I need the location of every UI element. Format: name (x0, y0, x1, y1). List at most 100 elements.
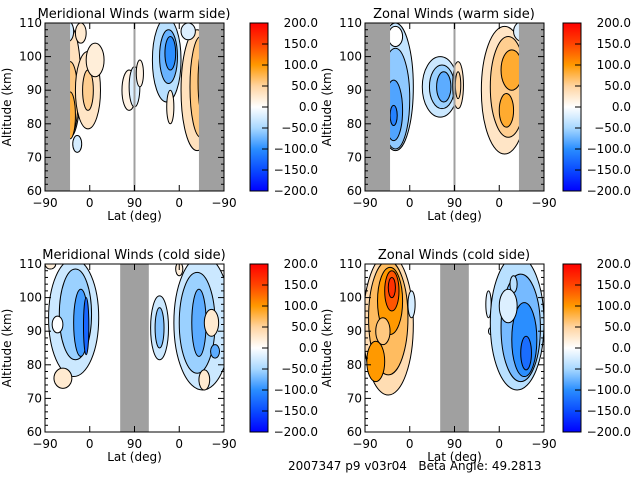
contour-region (203, 308, 220, 337)
x-axis-label: Lat (deg) (107, 209, 162, 223)
colorbar-tick-label: 100.0 (597, 299, 631, 313)
contour-region (154, 307, 165, 349)
contour-region (82, 297, 90, 356)
plot-area (365, 23, 544, 191)
x-tick-label: −90 (32, 196, 57, 210)
colorbar-tick-label: −150.0 (274, 163, 318, 177)
colorbar-tick-label: 150.0 (597, 278, 631, 292)
y-tick-label: 70 (27, 391, 42, 405)
x-tick-label: 0 (406, 437, 414, 451)
contour-region (164, 35, 177, 71)
panel-title: Zonal Winds (cold side) (378, 248, 530, 263)
contour-region (436, 71, 452, 103)
colorbar-tick-label: −150.0 (587, 163, 631, 177)
y-tick-label: 100 (339, 50, 362, 64)
x-axis-label: Lat (deg) (427, 450, 482, 464)
colorbar-tick-label: −200.0 (274, 184, 318, 198)
x-tick-label: 0 (86, 196, 94, 210)
colorbar-tick-label: 200.0 (284, 16, 318, 30)
colorbar-tick-label: 200.0 (284, 257, 318, 271)
colorbar-tick-label: 50.0 (291, 320, 318, 334)
contour-region (366, 340, 386, 383)
x-tick-label: −90 (211, 196, 236, 210)
contour-region (166, 89, 175, 125)
y-axis-label: Altitude (km) (320, 68, 334, 147)
panel-meridional-warm: Meridional Winds (warm side) 60 70 80 90 100… (0, 7, 318, 223)
colorbar-tick-label: 0.0 (299, 341, 318, 355)
y-tick-label: 60 (27, 184, 42, 198)
plot-area (365, 264, 544, 432)
x-tick-label: 0 (175, 437, 183, 451)
y-tick-label: 100 (339, 291, 362, 305)
plot-area (45, 264, 224, 432)
y-tick-label: 100 (19, 291, 42, 305)
colorbar-tick-label: −50.0 (281, 362, 318, 376)
panel-meridional-cold: Meridional Winds (cold side) 60 70 80 90 100… (0, 248, 318, 464)
contour-region (72, 135, 83, 153)
colorbar-tick-label: 50.0 (604, 320, 631, 334)
no-data-band (120, 264, 149, 432)
contour-region (210, 344, 221, 359)
colorbar-tick-label: 200.0 (597, 16, 631, 30)
y-tick-label: 80 (27, 117, 42, 131)
y-axis-label: Altitude (km) (0, 309, 14, 388)
colorbar-tick-label: 100.0 (284, 299, 318, 313)
y-axis-label: Altitude (km) (0, 68, 14, 147)
y-tick-label: 70 (347, 150, 362, 164)
colorbar-tick-label: −100.0 (274, 383, 318, 397)
no-data-band (45, 23, 71, 191)
colorbar-tick-label: −150.0 (274, 404, 318, 418)
contour-region (498, 93, 515, 128)
contour-region (387, 276, 396, 299)
y-tick-label: 70 (27, 150, 42, 164)
contour-region (389, 104, 398, 126)
colorbar-tick-label: 100.0 (597, 58, 631, 72)
contour-region (180, 23, 196, 41)
y-tick-label: 100 (19, 50, 42, 64)
x-tick-label: 0 (175, 196, 183, 210)
y-tick-label: 60 (347, 425, 362, 439)
panel-title: Meridional Winds (cold side) (42, 248, 225, 263)
x-tick-label: 90 (447, 196, 462, 210)
x-axis-label: Lat (deg) (107, 450, 162, 464)
panel-zonal-cold: Zonal Winds (cold side) 60 70 80 90 100 110 −9… (320, 248, 631, 464)
y-tick-label: 110 (339, 16, 362, 30)
panel-zonal-warm: Zonal Winds (warm side) 60 70 80 90 100 110 −9… (320, 7, 631, 223)
colorbar-tick-label: −200.0 (587, 184, 631, 198)
y-tick-label: 80 (347, 358, 362, 372)
colorbar-tick-label: −200.0 (587, 425, 631, 439)
x-tick-label: −90 (352, 437, 377, 451)
y-tick-label: 110 (339, 257, 362, 271)
x-tick-label: −90 (211, 437, 236, 451)
contour-region (51, 315, 64, 334)
x-tick-label: 0 (495, 196, 503, 210)
plot-area (45, 23, 224, 191)
panel-title: Meridional Winds (warm side) (38, 7, 231, 22)
colorbar-tick-label: −200.0 (274, 425, 318, 439)
contour-region (45, 264, 57, 270)
colorbar-tick-label: −50.0 (594, 121, 631, 135)
x-tick-label: 0 (86, 437, 94, 451)
contour-region (375, 317, 391, 346)
x-tick-label: −90 (531, 196, 556, 210)
colorbar-tick-label: −100.0 (274, 142, 318, 156)
x-tick-label: 0 (406, 196, 414, 210)
contour-region (198, 369, 211, 391)
colorbar-tick-label: 150.0 (284, 278, 318, 292)
x-tick-label: −90 (531, 437, 556, 451)
y-tick-label: 80 (27, 358, 42, 372)
no-data-band (518, 23, 544, 191)
colorbar-tick-label: −100.0 (587, 142, 631, 156)
contour-region (387, 25, 404, 48)
no-data-band (365, 23, 391, 191)
contour-region (454, 71, 462, 100)
y-tick-label: 90 (347, 83, 362, 97)
y-tick-label: 90 (347, 324, 362, 338)
contour-region (407, 290, 416, 319)
panel-title: Zonal Winds (warm side) (373, 7, 535, 22)
no-data-band (198, 23, 224, 191)
colorbar-tick-label: −50.0 (594, 362, 631, 376)
y-tick-label: 80 (347, 117, 362, 131)
colorbar-tick-label: −100.0 (587, 383, 631, 397)
